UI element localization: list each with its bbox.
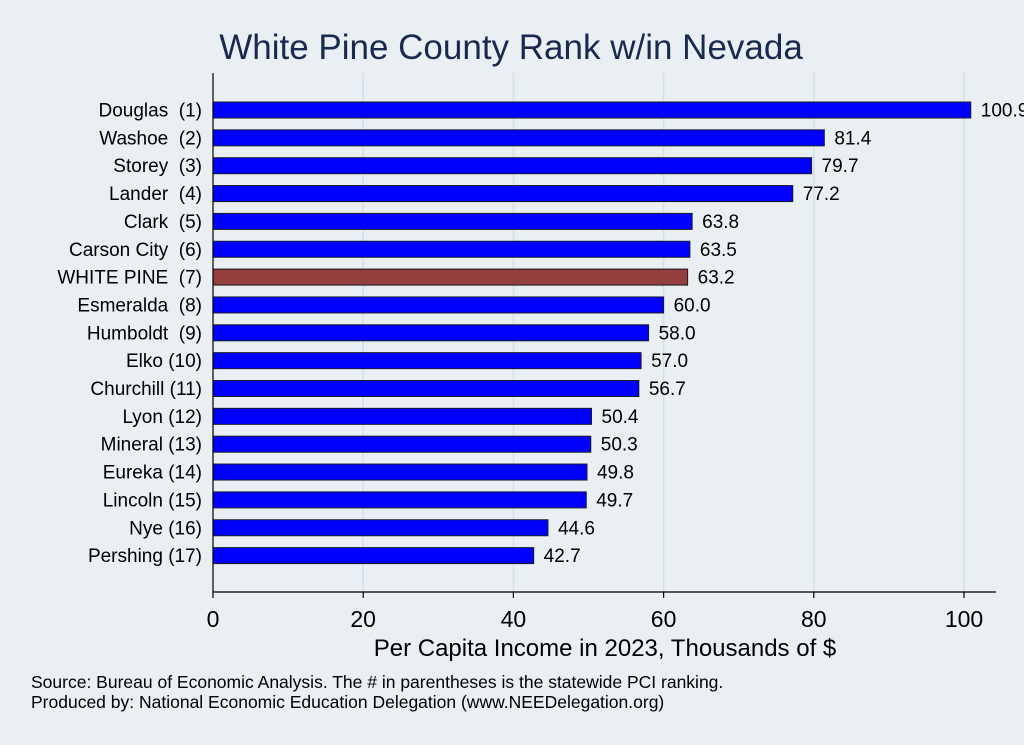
- category-label: Lincoln (15): [103, 490, 202, 511]
- category-label: Storey (3): [113, 156, 202, 177]
- bar-value-label: 44.6: [558, 518, 595, 539]
- x-tick-label: 80: [801, 606, 827, 632]
- bar-value-label: 50.4: [602, 407, 639, 428]
- source-note: Source: Bureau of Economic Analysis. The…: [31, 672, 724, 692]
- bar: [212, 268, 689, 286]
- category-label: Elko (10): [126, 351, 202, 372]
- bar: [212, 407, 593, 425]
- bar-value-label: 63.2: [698, 268, 735, 289]
- bar: [212, 435, 592, 453]
- bars: 100.9 Douglas (1) 81.4 Washoe (2) 79.7 Storey…: [57, 101, 1024, 568]
- category-label: Mineral (13): [101, 435, 202, 456]
- chart-title: White Pine County Rank w/in Nevada: [219, 28, 803, 67]
- bar: [212, 324, 650, 342]
- bar: [212, 212, 693, 230]
- category-label: WHITE PINE (7): [57, 268, 202, 289]
- bar-value-label: 42.7: [544, 546, 581, 567]
- bar: [212, 491, 587, 509]
- bar-value-label: 63.8: [702, 212, 739, 233]
- bar: [212, 101, 972, 119]
- producer-note: Produced by: National Economic Education…: [31, 692, 665, 712]
- bar-value-label: 81.4: [834, 128, 871, 149]
- bar: [212, 519, 549, 537]
- bar-value-label: 50.3: [601, 435, 638, 456]
- bar-value-label: 100.9: [981, 101, 1024, 122]
- x-tick-label: 40: [501, 606, 527, 632]
- category-label: Churchill (11): [90, 379, 202, 400]
- category-label: Lyon (12): [122, 407, 202, 428]
- x-axis-ticks: 0 20 40 60 80 100: [207, 592, 983, 632]
- bar: [212, 157, 813, 175]
- x-axis-label: Per Capita Income in 2023, Thousands of …: [374, 635, 837, 662]
- bar-value-label: 58.0: [659, 323, 696, 344]
- bar-value-label: 57.0: [651, 351, 688, 372]
- bar-value-label: 49.7: [596, 490, 633, 511]
- bar-value-label: 60.0: [674, 295, 711, 316]
- category-label: Eureka (14): [103, 463, 202, 484]
- bar: [212, 380, 640, 397]
- category-label: Lander (4): [109, 184, 202, 205]
- category-label: Washoe (2): [99, 128, 202, 149]
- bar-value-label: 56.7: [649, 379, 686, 400]
- x-tick-label: 60: [651, 606, 677, 632]
- x-tick-label: 20: [350, 606, 376, 632]
- axes: [212, 73, 996, 593]
- bar: [212, 352, 642, 370]
- bar: [212, 296, 665, 314]
- bar-value-label: 63.5: [700, 240, 737, 261]
- bar: [212, 129, 825, 147]
- bar: [212, 185, 794, 203]
- bar-value-label: 77.2: [803, 184, 840, 205]
- bar: [212, 547, 535, 565]
- x-tick-label: 100: [945, 606, 983, 632]
- category-label: Douglas (1): [99, 101, 203, 122]
- category-label: Humboldt (9): [87, 323, 202, 344]
- category-label: Nye (16): [129, 518, 202, 539]
- category-label: Carson City (6): [69, 240, 202, 261]
- bar: [212, 240, 691, 258]
- bar-value-label: 79.7: [822, 156, 859, 177]
- category-label: Esmeralda (8): [77, 295, 202, 316]
- bar: [212, 463, 588, 481]
- x-tick-label: 0: [207, 606, 220, 632]
- category-label: Clark (5): [124, 212, 202, 233]
- bar-value-label: 49.8: [597, 463, 634, 484]
- category-label: Pershing (17): [88, 546, 202, 567]
